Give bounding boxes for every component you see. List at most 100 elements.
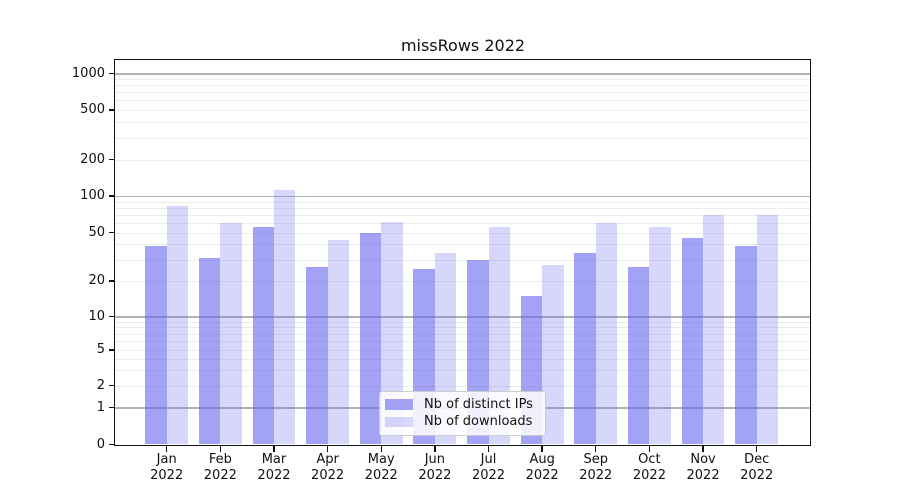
y-tick-label: 5 [96,342,105,357]
x-tick-label: Jun 2022 [418,452,452,483]
legend-label-downloads: Nb of downloads [424,414,533,430]
y-tick-label: 1 [96,399,105,415]
y-tick-mark [108,384,115,387]
legend: Nb of distinct IPs Nb of downloads [379,390,546,436]
minor-gridline [115,321,810,323]
x-tick-mark [326,445,329,452]
x-tick-label: Dec 2022 [740,452,774,483]
x-tick-label: Oct 2022 [632,452,666,483]
y-tick-mark [108,280,115,282]
legend-item-distinct-ips: Nb of distinct IPs [385,396,538,414]
bar-distinct-ips-dec [735,245,757,445]
bar-distinct-ips-feb [198,257,221,445]
bar-downloads-aug [542,265,564,445]
legend-label-distinct-ips: Nb of distinct IPs [424,396,533,412]
minor-gridline [115,92,810,94]
minor-gridline [115,341,810,343]
bar-downloads-mar [273,189,296,445]
minor-gridline [115,385,810,387]
y-tick-label: 500 [80,102,105,117]
bar-downloads-dec [756,214,779,445]
x-tick-mark [434,445,436,452]
y-tick-label: 10 [88,308,105,324]
x-tick-label: Jul 2022 [471,452,506,483]
y-tick-mark [108,443,115,446]
bar-distinct-ips-may [359,232,382,445]
y-tick-label: 200 [80,151,105,167]
x-tick-mark [380,445,382,452]
x-tick-mark [273,445,275,452]
y-tick-label: 100 [80,188,105,203]
x-tick-mark [702,445,704,452]
legend-swatch-downloads [385,416,413,427]
bar-downloads-jan [166,206,189,445]
minor-gridline [115,110,810,111]
bar-downloads-oct [649,227,671,445]
minor-gridline [115,207,810,209]
minor-gridline [115,79,810,81]
minor-gridline [115,369,810,371]
x-tick-label: May 2022 [364,452,398,483]
y-tick-mark [108,195,115,197]
x-tick-mark [541,445,543,452]
minor-gridline [115,214,810,216]
chart-title: missRows 2022 [400,36,526,55]
x-tick-mark [648,445,651,452]
bar-distinct-ips-sep [574,252,596,445]
major-gridline [115,316,810,318]
minor-gridline [115,333,810,335]
x-tick-label: Sep 2022 [579,452,613,483]
x-tick-label: Apr 2022 [311,452,345,483]
bar-distinct-ips-oct [627,267,650,445]
y-tick-label: 2 [96,377,105,393]
x-tick-mark [219,445,222,452]
major-gridline [115,73,810,75]
minor-gridline [115,327,810,329]
x-tick-label: Mar 2022 [257,452,291,483]
minor-gridline [115,244,810,246]
bar-downloads-apr [327,240,350,445]
y-tick-mark [108,406,115,409]
minor-gridline [115,85,810,87]
x-tick-label: Jan 2022 [150,452,184,483]
minor-gridline [115,159,810,161]
bar-downloads-feb [220,222,242,445]
legend-item-downloads: Nb of downloads [385,413,538,431]
bar-downloads-may [381,222,403,445]
bar-downloads-sep [595,222,618,445]
minor-gridline [115,259,810,261]
x-tick-mark [595,445,597,452]
minor-gridline [115,281,810,282]
minor-gridline [115,350,810,351]
minor-gridline [115,122,810,124]
bar-distinct-ips-jan [145,245,167,445]
minor-gridline [115,201,810,203]
y-tick-label: 1000 [71,65,105,81]
bar-distinct-ips-apr [306,267,328,445]
x-tick-label: Nov 2022 [686,452,720,483]
x-tick-mark [166,445,168,452]
y-tick-mark [108,349,115,351]
major-gridline [115,195,810,198]
bar-distinct-ips-mar [252,227,274,445]
legend-swatch-distinct-ips [385,399,413,410]
minor-gridline [115,222,810,224]
y-tick-mark [108,158,115,161]
minor-gridline [115,232,810,234]
y-tick-mark [108,109,115,111]
x-tick-label: Aug 2022 [525,452,559,483]
x-tick-label: Feb 2022 [203,452,237,483]
y-tick-mark [108,315,115,318]
bar-downloads-jul [488,227,510,445]
y-tick-label: 20 [88,273,105,288]
bar-distinct-ips-nov [681,238,704,445]
minor-gridline [115,358,810,360]
x-tick-mark [755,445,758,452]
y-tick-label: 50 [88,224,105,240]
minor-gridline [115,100,810,102]
bar-downloads-nov [703,214,725,445]
